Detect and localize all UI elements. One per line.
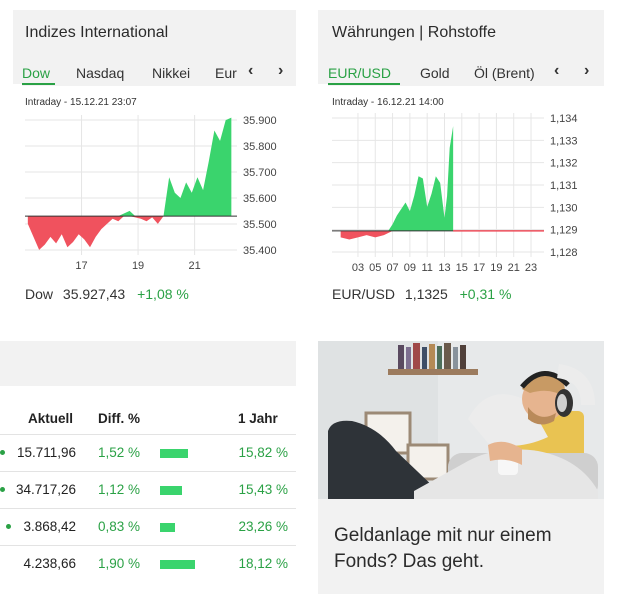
x-tick-label: 17 [75, 260, 87, 272]
y-tick-label: 1,134 [550, 113, 578, 125]
cell-1-jahr: 18,12 % [238, 556, 288, 571]
cell-1-jahr: 15,82 % [238, 445, 288, 460]
currency-card: Währungen | Rohstoffe EUR/USD Gold Öl (B… [318, 10, 604, 310]
chart-plot-area [332, 113, 544, 257]
series-area-above-baseline [340, 126, 454, 231]
column-header-aktuell[interactable]: Aktuell [28, 411, 74, 426]
x-tick-label: 07 [386, 262, 398, 274]
diff-bar [160, 523, 175, 532]
y-tick-label: 1,133 [550, 135, 578, 147]
tab-dow[interactable]: Dow [22, 65, 51, 81]
eurusd-quote: EUR/USD 1,1325 +0,31 % [332, 286, 511, 302]
quote-name: EUR/USD [332, 286, 396, 302]
tab-gold[interactable]: Gold [420, 65, 450, 81]
x-tick-label: 05 [369, 262, 381, 274]
promo-text-line-1: Geldanlage mit nur einem [334, 525, 552, 546]
table-row[interactable]: 15.711,96 1,52 % 15,82 % [0, 434, 296, 471]
indices-tabs: Dow Nasdaq Nikkei Eur ‹ › [22, 56, 296, 86]
y-tick-label: 1,131 [550, 180, 578, 192]
promo-card[interactable]: Geldanlage mit nur einem Fonds? Das geht… [318, 341, 604, 594]
eurusd-intraday-chart: 1,134 1,133 1,132 1,131 1,130 1,129 1,128 03 05 0… [332, 113, 578, 274]
series-area-below-baseline [27, 216, 232, 250]
diff-bar [160, 486, 182, 495]
quote-name: Dow [25, 286, 54, 302]
tab-oil-brent[interactable]: Öl (Brent) [474, 65, 535, 81]
cell-1-jahr: 15,43 % [238, 482, 288, 497]
chevron-left-icon[interactable]: ‹ [248, 62, 254, 79]
currency-card-title: Währungen | Rohstoffe [332, 24, 496, 41]
quote-change: +1,08 % [137, 286, 189, 302]
man-with-headphones-illustration [318, 341, 604, 499]
dow-quote: Dow 35.927,43 +1,08 % [25, 286, 189, 302]
table-row[interactable]: 34.717,26 1,12 % 15,43 % [0, 471, 296, 508]
column-header-diff[interactable]: Diff. % [98, 411, 140, 426]
x-tick-label: 17 [473, 262, 485, 274]
quote-value: 35.927,43 [62, 286, 126, 302]
x-tick-label: 13 [438, 262, 450, 274]
cell-aktuell: 15.711,96 [16, 445, 76, 460]
x-tick-label: 09 [404, 262, 416, 274]
quote-change: +0,31 % [459, 286, 512, 302]
y-tick-label: 35.500 [243, 219, 277, 231]
chevron-left-icon[interactable]: ‹ [554, 62, 560, 79]
y-tick-label: 35.700 [243, 167, 277, 179]
x-tick-label: 11 [421, 262, 432, 274]
series-area-above-baseline [27, 117, 232, 217]
tab-nikkei[interactable]: Nikkei [152, 65, 191, 81]
x-tick-label: 21 [508, 262, 520, 274]
x-tick-label: 21 [188, 260, 200, 272]
promo-text-line-2: Fonds? Das geht. [334, 551, 484, 572]
cell-diff: 1,52 % [98, 445, 141, 460]
indices-card: Indizes International Dow Nasdaq Nikkei … [13, 10, 296, 310]
y-tick-label: 35.900 [243, 115, 277, 127]
x-tick-label: 23 [525, 262, 537, 274]
y-tick-label: 1,132 [550, 158, 578, 170]
tab-eur[interactable]: Eur [215, 65, 237, 81]
cell-diff: 1,90 % [98, 556, 141, 571]
diff-bar [160, 449, 188, 458]
y-tick-label: 1,128 [550, 247, 578, 259]
diff-bar [160, 560, 195, 569]
chart-plot-area [25, 115, 237, 255]
cell-diff: 1,12 % [98, 482, 141, 497]
promo-text[interactable]: Geldanlage mit nur einem Fonds? Das geht… [334, 523, 552, 575]
active-tab-underline [22, 83, 55, 85]
currency-tabs: EUR/USD Gold Öl (Brent) ‹ › [328, 56, 604, 86]
column-header-1-jahr[interactable]: 1 Jahr [238, 411, 278, 426]
active-tab-underline [328, 83, 400, 85]
x-tick-label: 15 [456, 262, 468, 274]
table-row[interactable]: 4.238,66 1,90 % 18,12 % [0, 545, 296, 582]
y-tick-label: 1,130 [550, 202, 578, 214]
cell-aktuell: 34.717,26 [15, 482, 76, 497]
quote-value: 1,1325 [404, 286, 448, 302]
status-dot [0, 450, 5, 455]
tab-eur-usd[interactable]: EUR/USD [328, 65, 392, 81]
table-row[interactable]: 3.868,42 0,83 % 23,26 % [0, 508, 296, 545]
intraday-label: Intraday - 15.12.21 23:07 [25, 97, 137, 108]
y-tick-label: 35.600 [243, 193, 277, 205]
tab-nasdaq[interactable]: Nasdaq [76, 65, 125, 81]
cell-aktuell: 3.868,42 [23, 519, 76, 534]
y-tick-label: 35.400 [243, 245, 277, 257]
y-tick-label: 35.800 [243, 141, 277, 153]
x-tick-label: 03 [352, 262, 364, 274]
promo-image [318, 341, 604, 499]
chevron-right-icon[interactable]: › [278, 62, 284, 79]
cell-1-jahr: 23,26 % [238, 519, 288, 534]
y-tick-label: 1,129 [550, 225, 578, 237]
cell-diff: 0,83 % [98, 519, 141, 534]
cell-aktuell: 4.238,66 [23, 556, 76, 571]
x-tick-label: 19 [490, 262, 502, 274]
x-tick-label: 19 [132, 260, 144, 272]
status-dot [6, 524, 11, 529]
series-area-below-baseline [340, 230, 454, 240]
table-header-band [0, 341, 296, 386]
status-dot [0, 487, 5, 492]
dow-intraday-chart: 35.900 35.800 35.700 35.600 35.500 35.400 17 19… [25, 115, 277, 272]
chevron-right-icon[interactable]: › [584, 62, 590, 79]
indices-card-title: Indizes International [25, 24, 169, 41]
intraday-label: Intraday - 16.12.21 14:00 [332, 97, 444, 108]
